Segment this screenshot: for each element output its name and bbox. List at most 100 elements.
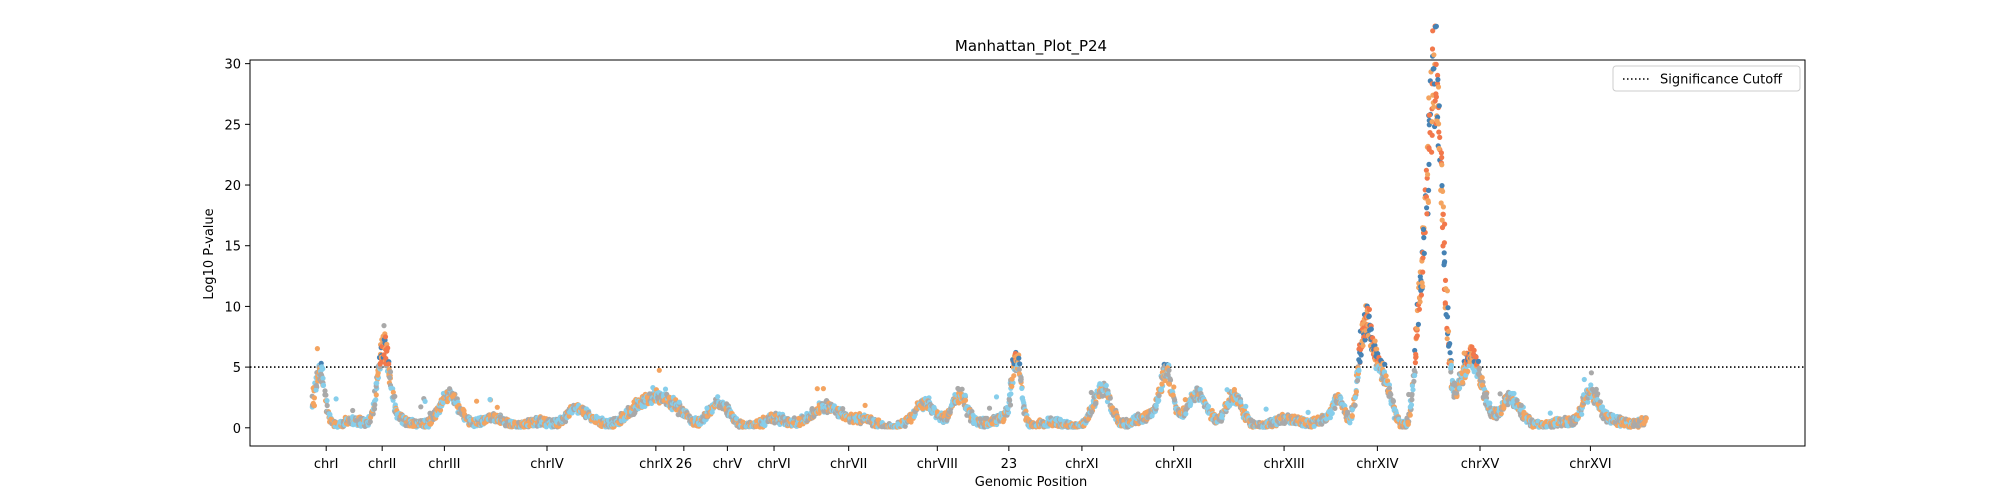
snp-point xyxy=(1581,376,1587,383)
snp-point xyxy=(1460,379,1466,385)
snp-point xyxy=(1019,385,1025,391)
snp-point xyxy=(391,394,397,400)
snp-point xyxy=(1412,372,1418,379)
snp-point xyxy=(1011,373,1017,379)
snp-point xyxy=(1429,132,1435,138)
snp-point xyxy=(1413,354,1419,361)
snp-point xyxy=(390,389,396,395)
snp-point xyxy=(1182,397,1188,403)
snp-point xyxy=(1349,413,1355,419)
snp-point xyxy=(377,361,383,367)
snp-point xyxy=(1007,402,1014,408)
snp-point xyxy=(734,416,740,422)
y-tick-label: 20 xyxy=(224,179,241,194)
snp-point xyxy=(1156,393,1162,399)
y-axis-label: Log10 P-value xyxy=(202,208,217,299)
snp-point xyxy=(1417,299,1423,305)
y-tick-label: 25 xyxy=(224,118,241,133)
x-tick-label: chrXI xyxy=(1065,457,1098,472)
snp-point xyxy=(1420,255,1426,261)
data-points xyxy=(309,23,1649,430)
snp-point xyxy=(1439,154,1445,161)
snp-point xyxy=(1436,103,1442,109)
y-tick-label: 10 xyxy=(224,300,241,315)
snp-point xyxy=(1579,411,1585,417)
x-tick-label: chrXIV xyxy=(1356,457,1398,472)
snp-point xyxy=(1435,84,1442,90)
snp-point xyxy=(372,402,378,408)
snp-point xyxy=(1432,98,1438,104)
snp-point xyxy=(944,417,950,423)
snp-point xyxy=(1440,204,1446,210)
snp-point xyxy=(333,396,339,402)
snp-point xyxy=(318,371,324,377)
snp-point xyxy=(1440,243,1446,249)
snp-point xyxy=(1368,326,1374,332)
legend-label-significance-cutoff: Significance Cutoff xyxy=(1660,73,1783,88)
snp-point xyxy=(1442,277,1449,283)
snp-point xyxy=(1445,305,1451,311)
snp-point xyxy=(1167,376,1173,382)
snp-point xyxy=(1447,341,1453,347)
snp-point xyxy=(386,361,392,367)
snp-point xyxy=(1424,211,1430,217)
snp-point xyxy=(1439,186,1445,192)
snp-point xyxy=(311,403,317,409)
snp-point xyxy=(1224,387,1230,393)
snp-point xyxy=(1593,386,1599,392)
snp-point xyxy=(1431,52,1437,58)
x-tick-label: chrV xyxy=(713,457,743,472)
snp-point xyxy=(986,405,993,411)
snp-point xyxy=(1411,378,1417,384)
snp-point xyxy=(1439,162,1445,168)
snp-point xyxy=(1420,283,1426,289)
x-tick-label: 26 xyxy=(676,457,693,472)
snp-point xyxy=(385,345,391,351)
x-tick-label: chrII xyxy=(368,457,396,472)
snp-point xyxy=(1366,313,1372,319)
snp-point xyxy=(1426,112,1432,118)
snp-point xyxy=(1498,411,1504,417)
snp-point xyxy=(1158,387,1164,393)
snp-point xyxy=(1107,395,1113,401)
y-tick-label: 30 xyxy=(224,58,241,73)
snp-point xyxy=(1372,338,1378,344)
snp-point xyxy=(1016,367,1022,373)
snp-point xyxy=(387,375,393,381)
x-tick-label: chrXIII xyxy=(1264,457,1305,472)
snp-point xyxy=(1093,400,1099,407)
snp-point xyxy=(1089,409,1095,415)
snp-point xyxy=(1405,421,1411,427)
snp-point xyxy=(461,408,467,414)
snp-point xyxy=(1018,376,1024,382)
snp-point xyxy=(1441,250,1447,256)
snp-point xyxy=(1588,370,1594,376)
snp-point xyxy=(350,407,356,414)
snp-point xyxy=(1021,400,1027,406)
snp-point xyxy=(704,405,710,411)
y-tick-label: 5 xyxy=(233,361,241,376)
snp-point xyxy=(1332,405,1338,411)
snp-point xyxy=(1418,292,1424,298)
snp-point xyxy=(1349,406,1356,412)
snp-point xyxy=(1409,383,1415,389)
snp-point xyxy=(1420,226,1427,232)
snp-point xyxy=(1238,399,1244,405)
snp-point xyxy=(1382,361,1388,367)
snp-point xyxy=(388,385,394,391)
snp-point xyxy=(1440,211,1446,217)
snp-point xyxy=(1162,377,1168,384)
snp-point xyxy=(327,411,333,418)
snp-point xyxy=(984,415,990,421)
snp-point xyxy=(1439,217,1445,223)
snp-point xyxy=(1471,347,1477,353)
snp-point xyxy=(1411,367,1417,373)
snp-point xyxy=(1429,119,1435,125)
snp-point xyxy=(1354,378,1361,384)
snp-point xyxy=(1385,378,1391,384)
snp-point xyxy=(1497,391,1503,397)
snp-point xyxy=(1426,161,1432,167)
snp-point xyxy=(427,410,433,416)
